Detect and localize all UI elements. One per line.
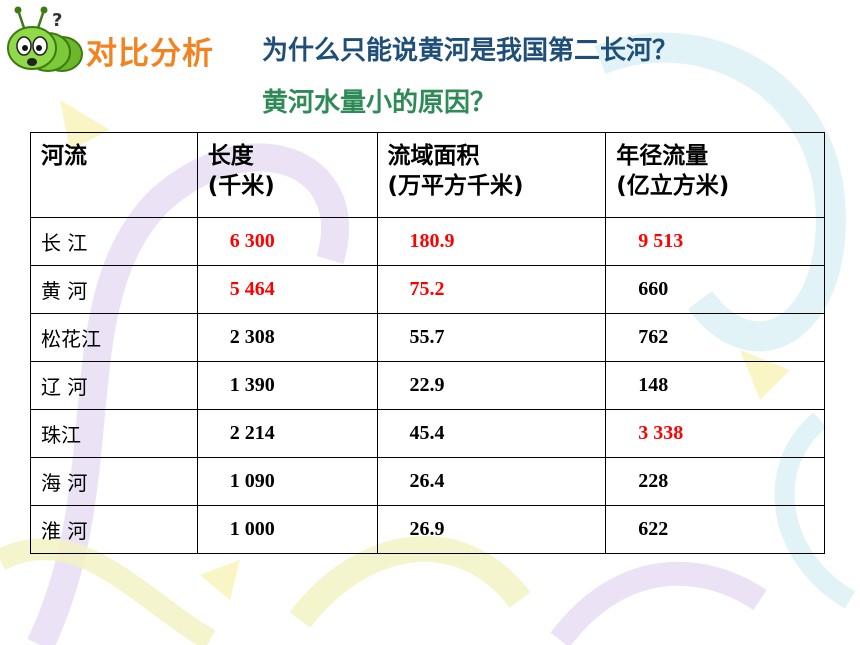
river-area: 75.2 (376, 265, 607, 314)
table-row: 淮 河 1 000 26.9 622 (30, 505, 825, 554)
river-flow: 660 (605, 265, 825, 314)
river-length: 1 390 (196, 361, 378, 410)
river-flow: 762 (605, 313, 825, 362)
river-name: 松花江 (30, 313, 198, 362)
table-row: 黄 河 5 464 75.2 660 (30, 265, 825, 314)
river-area: 22.9 (376, 361, 607, 410)
river-area: 26.9 (376, 505, 607, 554)
question-text: 为什么只能说黄河是我国第二长河？ (262, 36, 679, 66)
river-length: 1 090 (196, 457, 378, 506)
table-row: 海 河 1 090 26.4 228 (30, 457, 825, 506)
green-caterpillar-icon: ? (7, 6, 83, 72)
river-length: 5 464 (196, 265, 378, 314)
river-name: 珠江 (30, 409, 198, 458)
header-river: 河流 (30, 132, 198, 218)
subquestion-text: 黄河水量小的原因？ (262, 88, 497, 118)
river-area: 55.7 (376, 313, 607, 362)
river-area: 26.4 (376, 457, 607, 506)
river-name: 黄 河 (30, 265, 198, 314)
svg-text:?: ? (52, 10, 62, 31)
river-flow: 148 (605, 361, 825, 410)
river-name: 淮 河 (30, 505, 198, 554)
river-flow: 9 513 (605, 217, 825, 266)
header-length-label: 长度 (207, 143, 254, 169)
header-runoff-unit: (亿立方米) (616, 173, 730, 199)
river-name: 长 江 (30, 217, 198, 266)
header-area-label: 流域面积 (387, 143, 480, 169)
table-header-row: 河流 长度 (千米) 流域面积 (万平方千米) 年径流量 (亿立方米) (30, 132, 825, 218)
section-heading: 对比分析 (86, 36, 214, 72)
header-length-unit: (千米) (207, 173, 275, 199)
header-area-unit: (万平方千米) (387, 173, 524, 199)
river-length: 6 300 (196, 217, 378, 266)
river-flow: 228 (605, 457, 825, 506)
table-row: 珠江 2 214 45.4 3 338 (30, 409, 825, 458)
river-flow: 622 (605, 505, 825, 554)
header-basin-area: 流域面积 (万平方千米) (376, 132, 607, 218)
table-row: 松花江 2 308 55.7 762 (30, 313, 825, 362)
river-flow: 3 338 (605, 409, 825, 458)
river-length: 2 308 (196, 313, 378, 362)
river-comparison-table: 河流 长度 (千米) 流域面积 (万平方千米) 年径流量 (亿立方米) 长 江 6 3… (30, 132, 825, 554)
river-area: 45.4 (376, 409, 607, 458)
header-annual-runoff: 年径流量 (亿立方米) (605, 132, 825, 218)
header-length: 长度 (千米) (196, 132, 378, 218)
table-row: 辽 河 1 390 22.9 148 (30, 361, 825, 410)
header-runoff-label: 年径流量 (616, 143, 709, 169)
river-length: 1 000 (196, 505, 378, 554)
table-row: 长 江 6 300 180.9 9 513 (30, 217, 825, 266)
river-name: 辽 河 (30, 361, 198, 410)
river-area: 180.9 (376, 217, 607, 266)
river-length: 2 214 (196, 409, 378, 458)
header-river-label: 河流 (41, 143, 87, 169)
river-name: 海 河 (30, 457, 198, 506)
